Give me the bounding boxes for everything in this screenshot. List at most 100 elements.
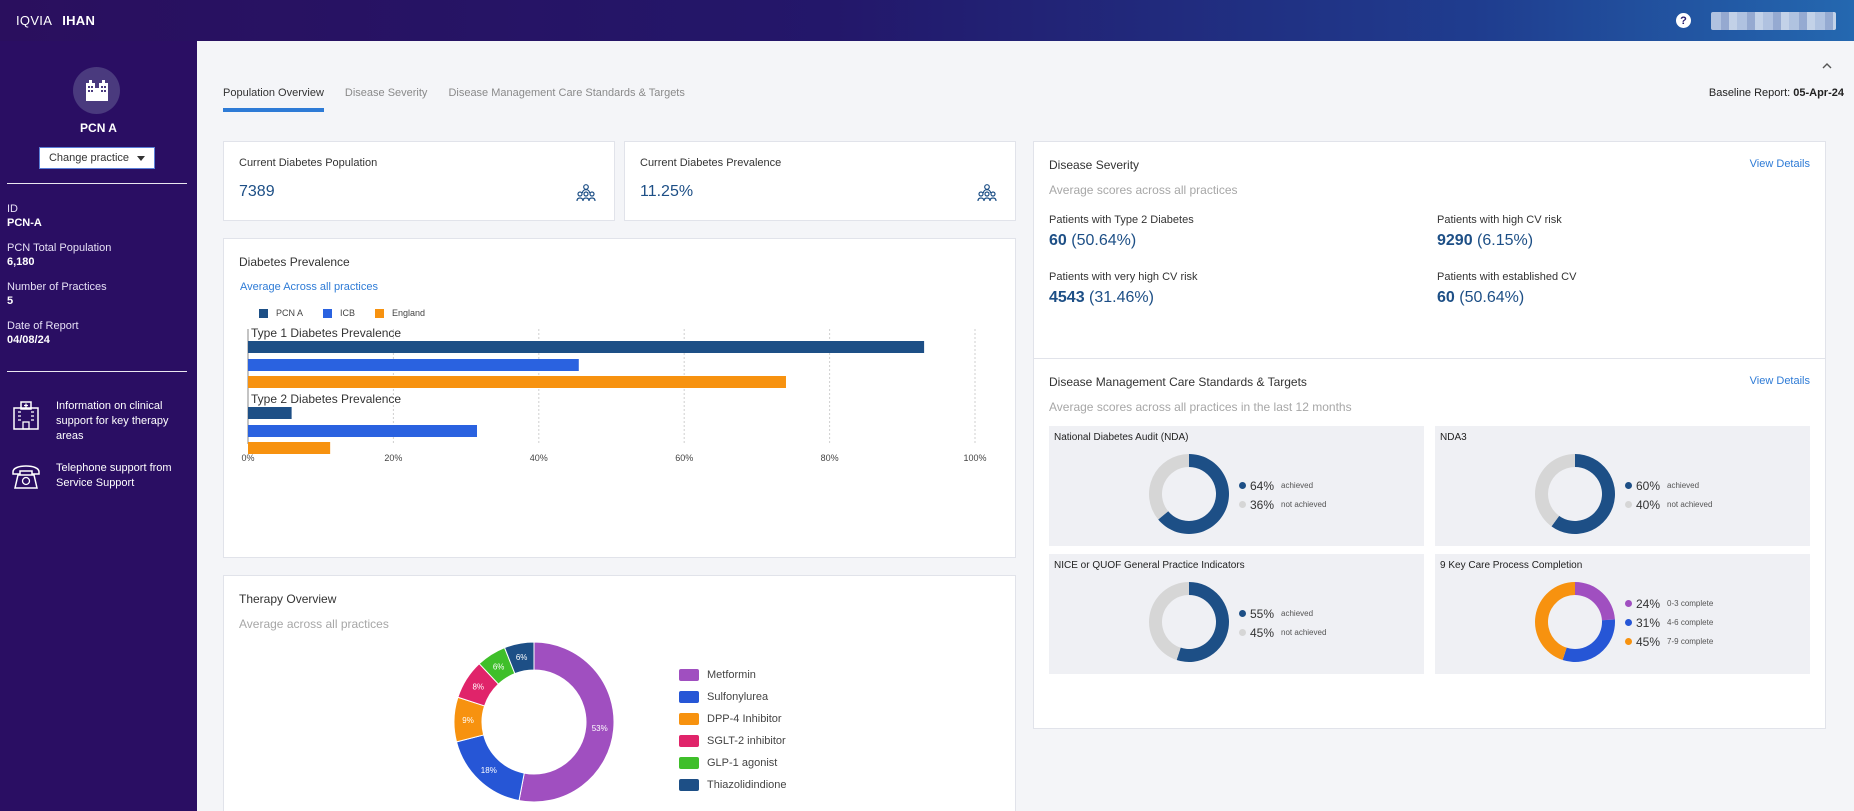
legend-label: Sulfonylurea [707, 691, 769, 703]
therapy-card: Therapy Overview Average across all prac… [223, 575, 1016, 811]
legend-label: SGLT-2 inhibitor [707, 735, 786, 747]
category-label: Type 2 Diabetes Prevalence [251, 392, 401, 406]
meta-label: ID [7, 203, 18, 215]
donut-slice [1149, 454, 1189, 520]
severity-view-details-link[interactable]: View Details [1749, 158, 1810, 170]
severity-label: Patients with established CV [1437, 271, 1577, 283]
legend-value: 60% [1636, 478, 1661, 493]
therapy-title: Therapy Overview [239, 592, 337, 606]
legend-desc: not achieved [1281, 500, 1327, 509]
dm-panel: 9 Key Care Process Completion 24% 0-3 comp… [1435, 554, 1810, 674]
legend-dot [1625, 638, 1632, 645]
tab-population-overview[interactable]: Population Overview [223, 87, 324, 112]
user-menu[interactable] [1711, 11, 1836, 30]
support-telephone-text: Telephone support from Service Support [56, 462, 172, 489]
legend-dot [1239, 482, 1246, 489]
dm-legend-item: 31% 4-6 complete [1625, 613, 1713, 632]
legend-swatch [679, 757, 699, 769]
severity-item-type2: Patients with Type 2 Diabetes 60 (50.64%… [1049, 214, 1194, 250]
top-bar: IQVIA IHAN ? [0, 0, 1854, 41]
dm-legend: 60% achieved 40% not achieved [1625, 476, 1712, 514]
legend-value: 45% [1250, 625, 1275, 640]
severity-value: 9290 (6.15%) [1437, 232, 1534, 249]
legend-swatch [679, 691, 699, 703]
legend-desc: 4-6 complete [1667, 618, 1714, 627]
meta-label: PCN Total Population [7, 242, 112, 254]
donut-slice [1149, 582, 1189, 661]
support-telephone[interactable]: Telephone support from Service Support [10, 461, 190, 493]
dm-legend-item: 24% 0-3 complete [1625, 594, 1713, 613]
legend-item: ICB [323, 308, 355, 319]
prevalence-card: Diabetes Prevalence Average Across all p… [223, 238, 1016, 558]
bar [248, 376, 786, 388]
brand-iqvia: IQVIA [16, 13, 53, 28]
legend-dot [1239, 629, 1246, 636]
legend-swatch [679, 669, 699, 681]
therapy-legend-item: SGLT-2 inhibitor [679, 730, 787, 752]
support-clinical[interactable]: Information on clinical support for key … [10, 399, 190, 444]
kpi-title: Current Diabetes Population [239, 157, 378, 169]
legend-label: Thiazolidindione [707, 779, 787, 791]
kpi-card-prevalence: Current Diabetes Prevalence 11.25% [624, 141, 1016, 221]
severity-label: Patients with very high CV risk [1049, 271, 1198, 283]
dm-subtitle: Average scores across all practices in t… [1049, 400, 1352, 414]
therapy-subtitle: Average across all practices [239, 617, 389, 631]
severity-value: 60 (50.64%) [1049, 232, 1137, 249]
slice-label: 18% [481, 766, 497, 775]
therapy-legend-item: Sulfonylurea [679, 686, 787, 708]
kpi-value: 11.25% [640, 183, 694, 200]
baseline-label: Baseline Report: [1708, 87, 1791, 99]
therapy-legend-item: Thiazolidindione [679, 774, 787, 796]
meta-value: 04/08/24 [7, 334, 50, 346]
slice-label: 9% [462, 716, 474, 725]
dm-legend-item: 64% achieved [1239, 476, 1326, 495]
tab-disease-management[interactable]: Disease Management Care Standards & Targ… [448, 87, 685, 99]
dm-panel-title: 9 Key Care Process Completion [1440, 560, 1583, 571]
dm-view-details-link[interactable]: View Details [1749, 375, 1810, 387]
help-icon[interactable]: ? [1676, 13, 1691, 28]
legend-dot [1625, 482, 1632, 489]
bar [248, 442, 331, 454]
dm-donut-chart [1149, 454, 1229, 534]
legend-value: 36% [1250, 497, 1275, 512]
donut-slice [1562, 619, 1615, 662]
chevron-up-icon[interactable] [1822, 61, 1832, 71]
telephone-icon [12, 465, 40, 489]
legend-value: 64% [1250, 478, 1275, 493]
dm-legend-item: 45% 7-9 complete [1625, 632, 1713, 651]
kpi-value: 7389 [239, 183, 275, 200]
bar [248, 341, 925, 353]
dm-legend-item: 40% not achieved [1625, 495, 1712, 514]
meta-value: PCN-A [7, 217, 42, 229]
legend-dot [1625, 501, 1632, 508]
donut-slice [518, 641, 615, 803]
brand: IQVIA IHAN [16, 13, 95, 28]
support-clinical-text: Information on clinical support for key … [56, 400, 169, 442]
severity-item-established-cv: Patients with established CV 60 (50.64%) [1437, 271, 1576, 307]
slice-label: 6% [516, 653, 528, 662]
meta-date-of-report: Date of Report 04/08/24 [7, 320, 79, 346]
therapy-legend-item: Metformin [679, 664, 787, 686]
dm-legend: 24% 0-3 complete 31% 4-6 complete 45% 7-9 com… [1625, 594, 1713, 651]
bar [248, 359, 579, 371]
legend-label: Metformin [707, 669, 756, 681]
dm-donut-chart [1535, 582, 1615, 662]
slice-label: 53% [592, 724, 608, 733]
slice-label: 6% [493, 662, 505, 671]
legend-swatch [679, 713, 699, 725]
legend-desc: achieved [1667, 481, 1700, 490]
legend-label: GLP-1 agonist [707, 757, 778, 769]
legend-desc: not achieved [1667, 500, 1713, 509]
legend-value: 55% [1250, 606, 1275, 621]
severity-item-very-high-cv: Patients with very high CV risk 4543 (31… [1049, 271, 1198, 307]
therapy-legend: Metformin Sulfonylurea DPP-4 Inhibitor SGLT… [679, 664, 787, 796]
change-practice-dropdown[interactable]: Change practice [39, 147, 155, 169]
tab-disease-severity[interactable]: Disease Severity [344, 87, 428, 99]
average-across-practices-link[interactable]: Average Across all practices [240, 281, 378, 293]
dm-legend-item: 45% not achieved [1239, 623, 1326, 642]
severity-value: 4543 (31.46%) [1049, 289, 1154, 306]
bar [248, 407, 292, 419]
donut-slice [1535, 582, 1575, 661]
people-icon [977, 184, 997, 202]
hospital-icon [13, 401, 39, 430]
